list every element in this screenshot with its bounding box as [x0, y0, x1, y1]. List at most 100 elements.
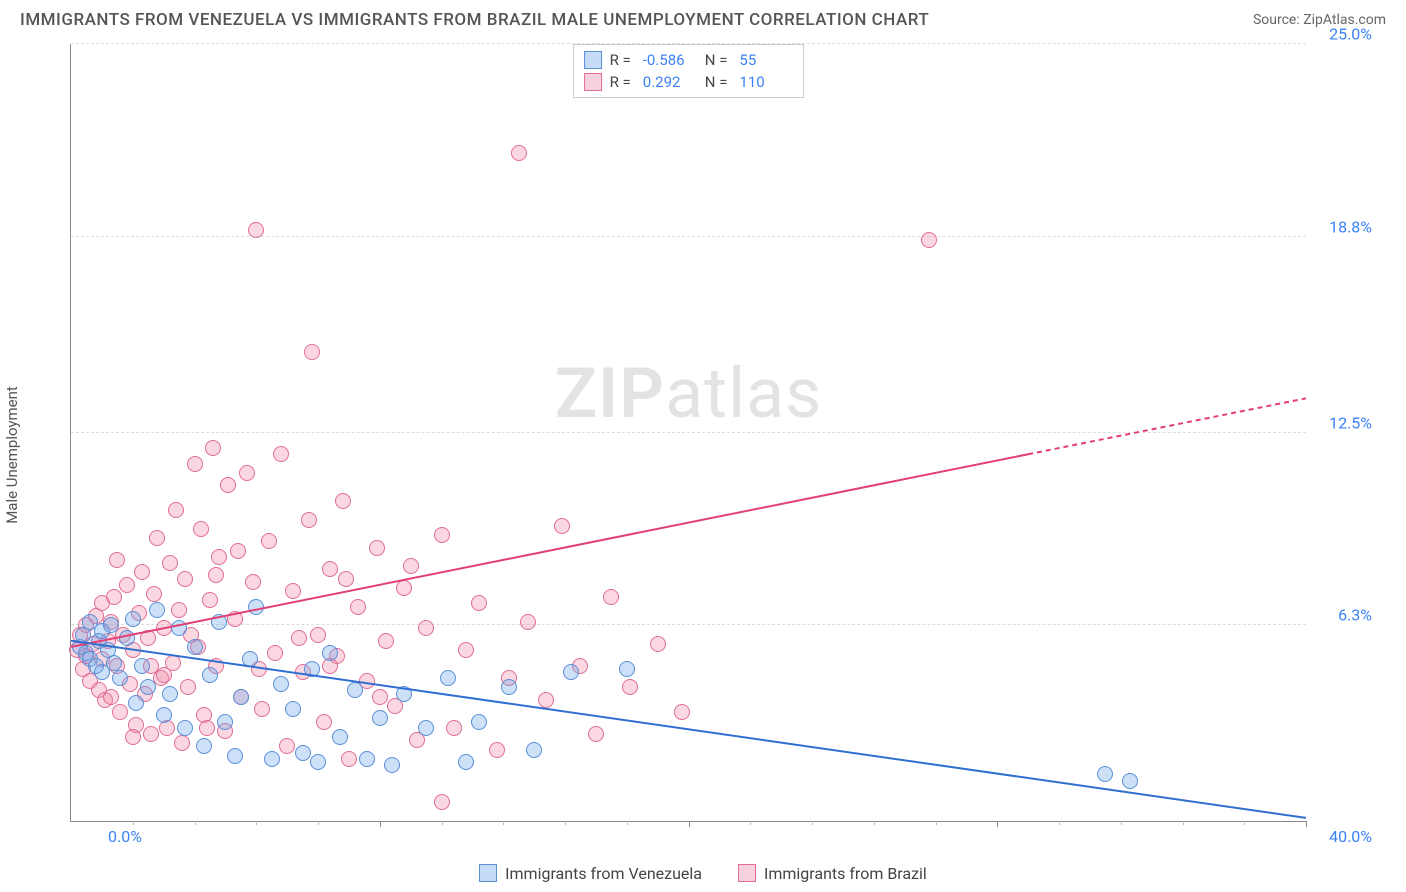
x-tick-minor	[503, 821, 504, 825]
legend-r-brazil: 0.292	[643, 73, 697, 91]
gridline	[71, 432, 1306, 433]
data-point-brazil	[434, 794, 450, 810]
data-point-brazil	[187, 456, 203, 472]
data-point-venezuela	[211, 614, 227, 630]
data-point-venezuela	[106, 655, 122, 671]
data-point-venezuela	[242, 651, 258, 667]
data-point-brazil	[149, 530, 165, 546]
data-point-venezuela	[128, 695, 144, 711]
data-point-brazil	[248, 222, 264, 238]
data-point-venezuela	[140, 679, 156, 695]
x-origin-label: 0.0%	[108, 827, 142, 846]
data-point-venezuela	[526, 742, 542, 758]
data-point-brazil	[267, 645, 283, 661]
data-point-brazil	[211, 549, 227, 565]
data-point-brazil	[650, 636, 666, 652]
data-point-brazil	[554, 518, 570, 534]
chart-area: R = -0.586 N = 55 R = 0.292 N = 110 ZIPa…	[50, 44, 1386, 852]
data-point-venezuela	[304, 661, 320, 677]
data-point-brazil	[434, 527, 450, 543]
data-point-venezuela	[332, 729, 348, 745]
series-legend: Immigrants from Venezuela Immigrants fro…	[0, 864, 1406, 887]
data-point-brazil	[174, 735, 190, 751]
data-point-brazil	[622, 679, 638, 695]
scatter-plot: R = -0.586 N = 55 R = 0.292 N = 110 ZIPa…	[70, 44, 1306, 822]
data-point-brazil	[171, 602, 187, 618]
x-tick-minor	[1121, 821, 1122, 825]
data-point-brazil	[378, 633, 394, 649]
x-tick-minor	[1183, 821, 1184, 825]
chart-header: IMMIGRANTS FROM VENEZUELA VS IMMIGRANTS …	[0, 0, 1406, 36]
source-prefix: Source:	[1253, 12, 1300, 28]
x-tick-minor	[318, 821, 319, 825]
data-point-brazil	[338, 571, 354, 587]
data-point-venezuela	[187, 639, 203, 655]
data-point-brazil	[227, 611, 243, 627]
data-point-venezuela	[372, 710, 388, 726]
x-tick-major	[689, 821, 690, 827]
data-point-venezuela	[196, 738, 212, 754]
data-point-venezuela	[471, 714, 487, 730]
data-point-venezuela	[177, 720, 193, 736]
legend-row-brazil: R = 0.292 N = 110	[584, 71, 794, 93]
data-point-brazil	[921, 232, 937, 248]
data-point-venezuela	[119, 630, 135, 646]
data-point-brazil	[156, 620, 172, 636]
x-tick-major	[1306, 821, 1307, 827]
legend-label-venezuela: Immigrants from Venezuela	[505, 864, 702, 883]
swatch-brazil-icon	[738, 864, 756, 882]
data-point-venezuela	[233, 689, 249, 705]
legend-n-label: N =	[705, 73, 728, 91]
data-point-venezuela	[1122, 773, 1138, 789]
data-point-venezuela	[125, 611, 141, 627]
y-tick-label: 25.0%	[1329, 25, 1372, 44]
data-point-brazil	[208, 567, 224, 583]
x-tick-minor	[1059, 821, 1060, 825]
data-point-brazil	[538, 692, 554, 708]
data-point-brazil	[304, 344, 320, 360]
x-tick-minor	[627, 821, 628, 825]
data-point-brazil	[199, 720, 215, 736]
data-point-venezuela	[440, 670, 456, 686]
data-point-brazil	[588, 726, 604, 742]
data-point-brazil	[103, 689, 119, 705]
data-point-venezuela	[156, 707, 172, 723]
data-point-brazil	[180, 679, 196, 695]
data-point-venezuela	[103, 617, 119, 633]
data-point-venezuela	[217, 714, 233, 730]
data-point-venezuela	[227, 748, 243, 764]
data-point-brazil	[335, 493, 351, 509]
data-point-brazil	[369, 540, 385, 556]
data-point-brazil	[279, 738, 295, 754]
data-point-brazil	[140, 630, 156, 646]
data-point-brazil	[220, 477, 236, 493]
swatch-venezuela-icon	[584, 51, 602, 69]
data-point-brazil	[372, 689, 388, 705]
x-tick-minor	[256, 821, 257, 825]
data-point-brazil	[261, 533, 277, 549]
data-point-brazil	[202, 592, 218, 608]
data-point-venezuela	[171, 620, 187, 636]
data-point-brazil	[520, 614, 536, 630]
data-point-brazil	[230, 543, 246, 559]
data-point-brazil	[674, 704, 690, 720]
data-point-venezuela	[501, 679, 517, 695]
data-point-brazil	[403, 558, 419, 574]
data-point-venezuela	[384, 757, 400, 773]
data-point-brazil	[291, 630, 307, 646]
data-point-venezuela	[458, 754, 474, 770]
data-point-brazil	[254, 701, 270, 717]
watermark-atlas: atlas	[665, 353, 822, 435]
chart-title: IMMIGRANTS FROM VENEZUELA VS IMMIGRANTS …	[20, 10, 929, 30]
data-point-brazil	[239, 465, 255, 481]
legend-row-venezuela: R = -0.586 N = 55	[584, 49, 794, 71]
legend-n-label: N =	[705, 51, 728, 69]
data-point-brazil	[273, 446, 289, 462]
data-point-venezuela	[264, 751, 280, 767]
legend-r-label: R =	[610, 51, 631, 69]
data-point-venezuela	[149, 602, 165, 618]
x-tick-minor	[936, 821, 937, 825]
data-point-brazil	[125, 729, 141, 745]
data-point-brazil	[301, 512, 317, 528]
legend-r-venezuela: -0.586	[643, 51, 697, 69]
